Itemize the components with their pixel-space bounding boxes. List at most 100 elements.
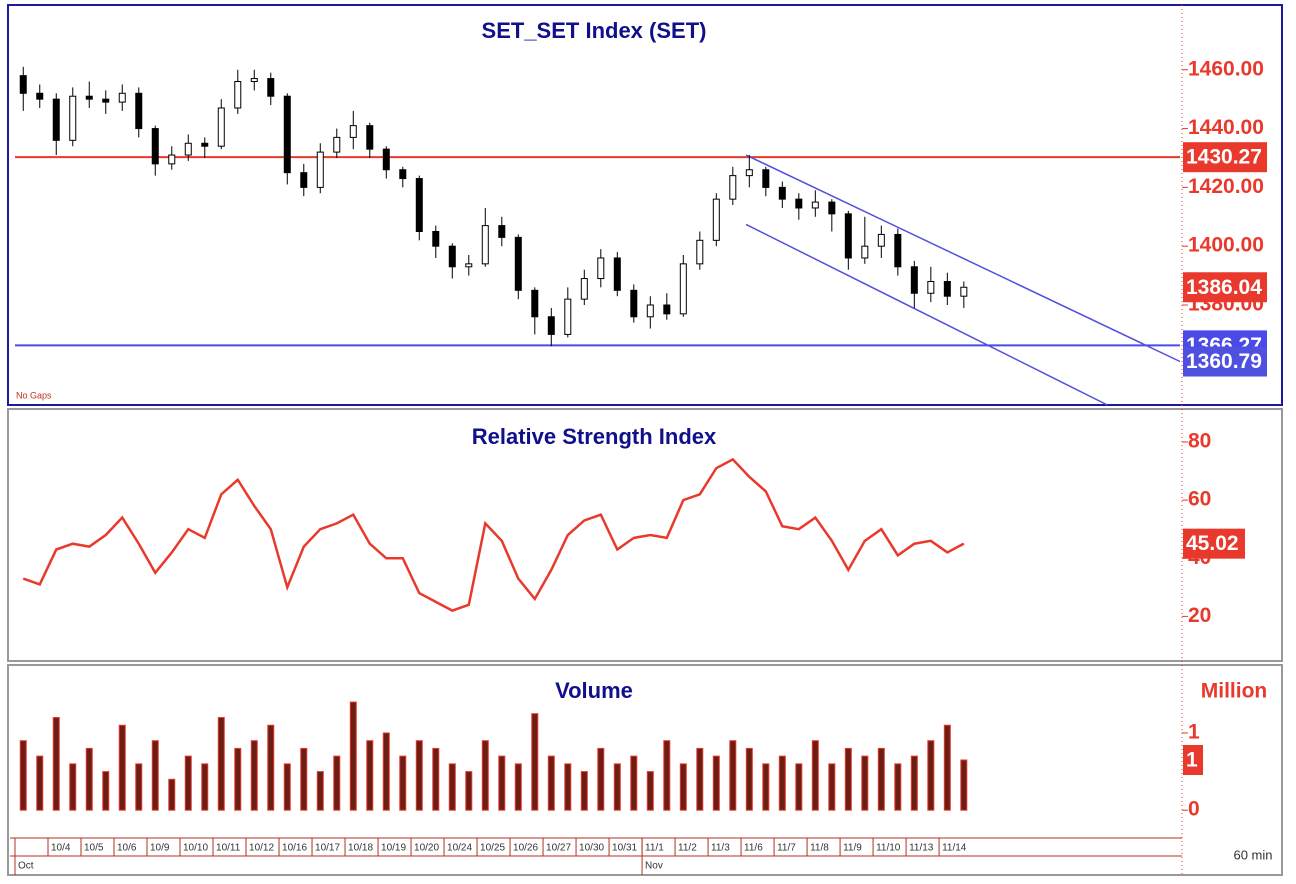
candle-body xyxy=(564,298,572,335)
x-tick-label: 11/14 xyxy=(942,843,967,854)
volume-bar xyxy=(927,740,935,811)
candle-body xyxy=(712,198,720,241)
month-label: Oct xyxy=(18,861,34,872)
volume-bar xyxy=(102,771,110,811)
candle-body xyxy=(729,175,737,200)
volume-bar xyxy=(795,763,803,811)
candle-body xyxy=(811,201,819,209)
last-value-label: 45.02 xyxy=(1186,532,1239,555)
volume-bar xyxy=(250,740,258,811)
volume-bar xyxy=(333,755,341,811)
volume-bar xyxy=(630,755,638,811)
volume-bar xyxy=(465,771,473,811)
candle-body xyxy=(250,78,258,83)
volume-bar xyxy=(52,717,60,811)
y-tick-label: 20 xyxy=(1188,604,1211,627)
trend-line xyxy=(745,223,1108,406)
candle-body xyxy=(234,81,242,109)
last-value-box xyxy=(1183,528,1245,559)
x-tick-label: 10/25 xyxy=(480,843,505,854)
x-tick-label: 10/31 xyxy=(612,843,637,854)
candle-body xyxy=(613,257,621,291)
volume-bar xyxy=(267,724,275,811)
hline-label-box xyxy=(1183,142,1267,173)
hline-label: 1430.27 xyxy=(1186,146,1262,169)
y-tick-label: 1400.00 xyxy=(1188,234,1264,257)
y-tick-label: 0 xyxy=(1188,798,1200,821)
volume-bar xyxy=(597,747,605,811)
volume-bar xyxy=(234,747,242,811)
volume-bar xyxy=(415,740,423,811)
candle-body xyxy=(85,95,93,100)
volume-bar xyxy=(151,740,159,811)
x-tick-label: 10/10 xyxy=(183,843,208,854)
x-tick-label: 10/16 xyxy=(282,843,307,854)
volume-bar xyxy=(531,713,539,811)
candle-body xyxy=(481,225,489,265)
y-tick-label: 1420.00 xyxy=(1188,175,1264,198)
volume-bar xyxy=(168,778,176,811)
y-tick-label: 1440.00 xyxy=(1188,116,1264,139)
candle-body xyxy=(184,142,192,156)
volume-panel xyxy=(7,664,1283,876)
candle-body xyxy=(316,151,324,188)
last-price-label: 1386.04 xyxy=(1186,276,1262,299)
candle-body xyxy=(267,78,275,97)
candle-body xyxy=(151,128,159,165)
volume-bar xyxy=(316,771,324,811)
x-tick-label: 10/19 xyxy=(381,843,406,854)
x-tick-label: 10/18 xyxy=(348,843,373,854)
volume-bar xyxy=(960,759,968,811)
candle-body xyxy=(927,280,935,294)
chart-title: SET_SET Index (SET) xyxy=(482,18,707,43)
x-tick-label: 10/20 xyxy=(414,843,439,854)
candle-body xyxy=(762,169,770,188)
volume-bar xyxy=(85,747,93,811)
candle-body xyxy=(663,304,671,315)
chart-title: Relative Strength Index xyxy=(472,424,717,449)
x-tick-label: 11/13 xyxy=(909,843,934,854)
rsi-panel xyxy=(7,408,1283,662)
x-tick-label: 11/9 xyxy=(843,843,862,854)
candle-body xyxy=(415,178,423,232)
x-tick-label: 10/9 xyxy=(150,843,170,854)
candle-body xyxy=(135,92,143,130)
volume-bar xyxy=(877,747,885,811)
volume-bar xyxy=(547,755,555,811)
candle-body xyxy=(399,169,407,180)
x-tick-label: 10/17 xyxy=(315,843,340,854)
candle-body xyxy=(910,266,918,294)
x-tick-label: 10/4 xyxy=(51,843,71,854)
x-tick-label: 10/12 xyxy=(249,843,274,854)
candle-body xyxy=(465,263,473,268)
volume-bar xyxy=(36,755,44,811)
volume-bar xyxy=(399,755,407,811)
volume-bar xyxy=(663,740,671,811)
candle-body xyxy=(498,225,506,238)
volume-bar xyxy=(696,747,704,811)
volume-bar xyxy=(184,755,192,811)
candle-body xyxy=(745,169,753,177)
candle-body xyxy=(943,280,951,297)
candle-body xyxy=(69,95,77,141)
volume-bar xyxy=(778,755,786,811)
candle-body xyxy=(52,98,60,141)
candle-body xyxy=(778,186,786,200)
volume-bar xyxy=(894,763,902,811)
candle-body xyxy=(960,286,968,297)
candle-body xyxy=(547,316,555,335)
x-tick-label: 11/10 xyxy=(876,843,901,854)
volume-bar xyxy=(382,732,390,811)
y-tick-label: 1 xyxy=(1188,721,1200,744)
volume-bar xyxy=(481,740,489,811)
candle-body xyxy=(432,230,440,247)
y-tick-label: 60 xyxy=(1188,488,1211,511)
candle-body xyxy=(300,172,308,188)
candle-body xyxy=(514,236,522,291)
candle-body xyxy=(333,136,341,153)
y-tick-label: 1460.00 xyxy=(1188,57,1264,80)
last-value-box xyxy=(1183,744,1203,775)
candle-body xyxy=(382,148,390,171)
candle-body xyxy=(102,98,110,103)
last-value-label: 1 xyxy=(1186,749,1198,772)
